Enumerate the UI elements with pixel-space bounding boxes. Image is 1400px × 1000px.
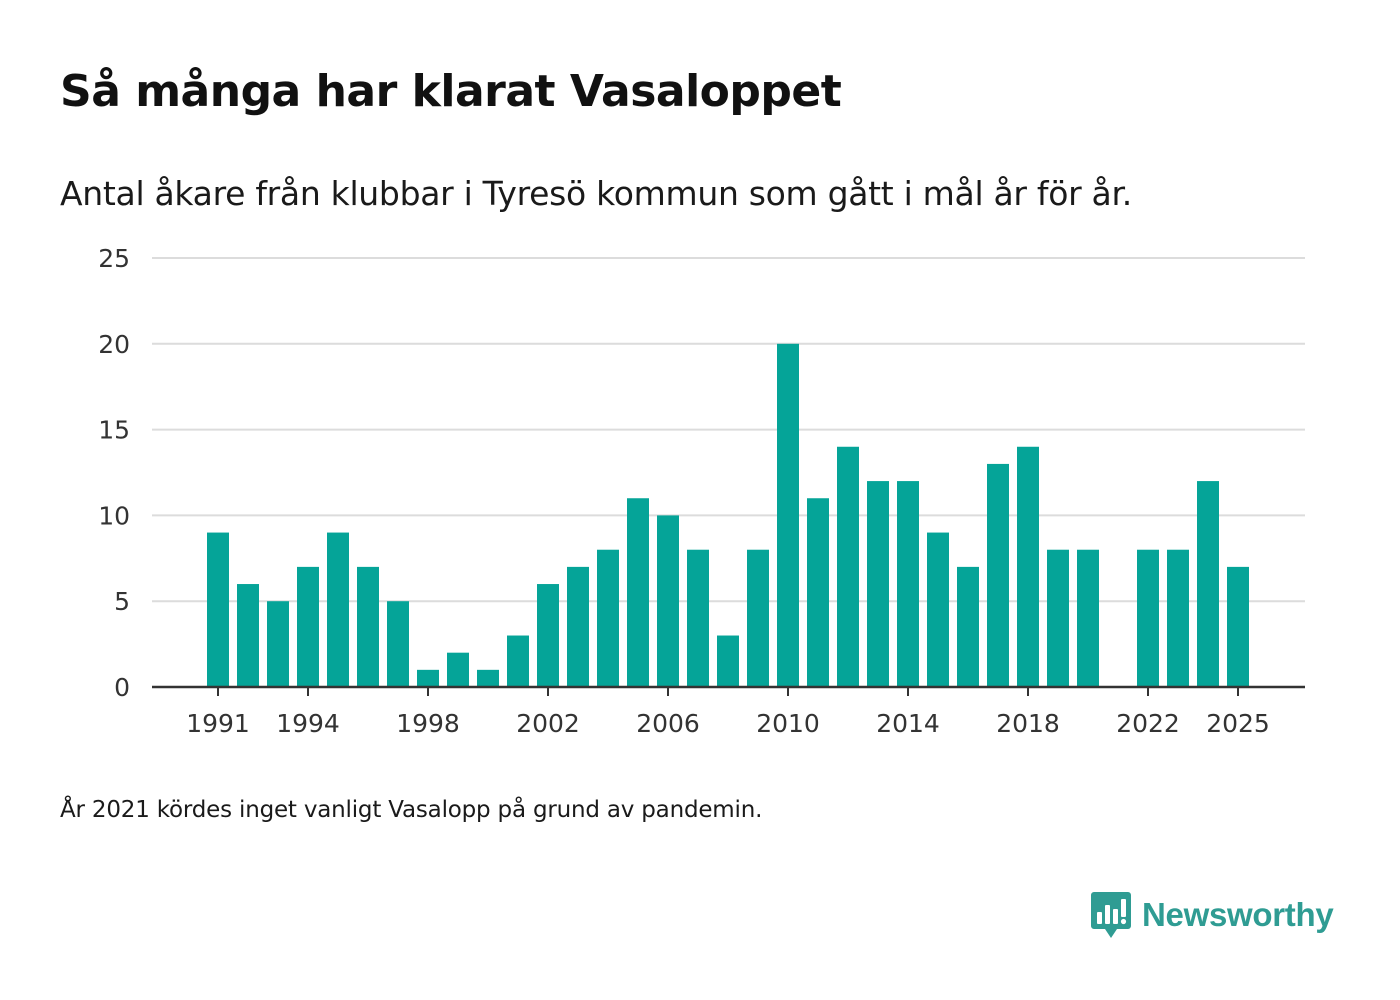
bar-2014 xyxy=(897,481,919,687)
bar-2017 xyxy=(987,463,1009,687)
bar-2004 xyxy=(597,549,619,687)
chart-subtitle: Antal åkare från klubbar i Tyresö kommun… xyxy=(60,174,1132,213)
x-tick-label: 1994 xyxy=(276,709,340,738)
bar-1994 xyxy=(297,566,319,687)
bar-1993 xyxy=(267,601,289,687)
bar-2011 xyxy=(807,498,829,687)
bar-2001 xyxy=(507,635,529,687)
bar-2009 xyxy=(747,549,769,687)
bar-2010 xyxy=(777,343,799,687)
bar-2016 xyxy=(957,566,979,687)
bar-2008 xyxy=(717,635,739,687)
bar-2023 xyxy=(1167,549,1189,687)
bar-2018 xyxy=(1017,446,1039,687)
x-tick-label: 2014 xyxy=(876,709,940,738)
bar-2003 xyxy=(567,566,589,687)
bar-2007 xyxy=(687,549,709,687)
newsworthy-logo[interactable]: Newsworthy xyxy=(1090,890,1334,940)
bar-2013 xyxy=(867,481,889,687)
x-tick-label: 2002 xyxy=(516,709,580,738)
bar-2025 xyxy=(1227,566,1249,687)
x-tick-label: 2018 xyxy=(996,709,1060,738)
bar-2019 xyxy=(1047,549,1069,687)
y-tick-label: 25 xyxy=(98,244,130,273)
y-tick-label: 10 xyxy=(98,501,130,530)
bar-1996 xyxy=(357,566,379,687)
y-tick-label: 0 xyxy=(114,673,130,702)
bar-1998 xyxy=(417,669,439,687)
x-tick-label: 2025 xyxy=(1206,709,1270,738)
y-tick-label: 20 xyxy=(98,330,130,359)
x-tick-label: 2006 xyxy=(636,709,700,738)
x-tick-label: 1991 xyxy=(186,709,250,738)
bar-2002 xyxy=(537,584,559,687)
x-tick-label: 2022 xyxy=(1116,709,1180,738)
bars-layer xyxy=(207,343,1249,687)
bar-1995 xyxy=(327,532,349,687)
bar-1997 xyxy=(387,601,409,687)
y-tick-label: 5 xyxy=(114,587,130,616)
y-tick-label: 15 xyxy=(98,416,130,445)
x-tick-label: 1998 xyxy=(396,709,460,738)
brand-name: Newsworthy xyxy=(1142,896,1334,933)
bar-2020 xyxy=(1077,549,1099,687)
bar-2024 xyxy=(1197,481,1219,687)
chart-footnote: År 2021 kördes inget vanligt Vasalopp på… xyxy=(60,797,763,823)
bar-2022 xyxy=(1137,549,1159,687)
bar-2015 xyxy=(927,532,949,687)
bar-2000 xyxy=(477,669,499,687)
bar-1992 xyxy=(237,584,259,687)
bar-2005 xyxy=(627,498,649,687)
bar-2006 xyxy=(657,515,679,687)
bar-1991 xyxy=(207,532,229,687)
chart-title: Så många har klarat Vasaloppet xyxy=(60,66,842,117)
bar-chart-speech-bubble-icon xyxy=(1091,892,1131,938)
bar-2012 xyxy=(837,446,859,687)
x-tick-label: 2010 xyxy=(756,709,820,738)
grid-layer xyxy=(152,257,1305,603)
bar-1999 xyxy=(447,652,469,687)
